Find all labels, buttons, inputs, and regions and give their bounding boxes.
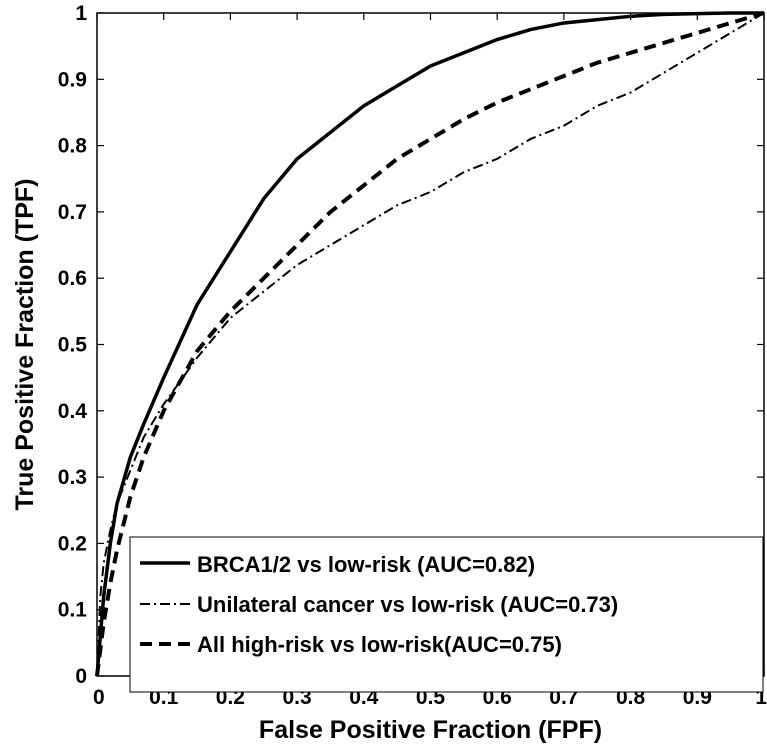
x-axis-label: False Positive Fraction (FPF) — [259, 716, 602, 744]
y-tick-label: 0.4 — [58, 400, 88, 423]
legend-label-unilateral: Unilateral cancer vs low-risk (AUC=0.73) — [197, 592, 618, 617]
series-line-unilateral — [96, 12, 765, 677]
y-tick-label: 0.9 — [58, 68, 87, 91]
y-tick-label: 0.7 — [58, 201, 87, 224]
legend: BRCA1/2 vs low-risk (AUC=0.82) Unilatera… — [129, 536, 764, 693]
y-tick-label: 1 — [75, 2, 87, 25]
y-tick-label: 0.3 — [58, 466, 87, 489]
series-line-allhighrisk — [95, 11, 765, 677]
x-tick-label: 1 — [755, 686, 767, 709]
y-tick-label: 0 — [75, 665, 87, 688]
series-lines — [95, 11, 765, 677]
y-axis-label: True Positive Fraction (TPF) — [11, 179, 39, 511]
legend-box — [129, 536, 764, 693]
legend-label-brca: BRCA1/2 vs low-risk (AUC=0.82) — [197, 552, 535, 577]
legend-label-allhighrisk: All high-risk vs low-risk(AUC=0.75) — [197, 632, 562, 657]
x-tick-label: 0 — [93, 686, 105, 709]
y-tick-label: 0.6 — [58, 267, 87, 290]
y-tick-label: 0.1 — [58, 599, 88, 622]
y-tick-label: 0.8 — [58, 135, 88, 158]
y-tick-label: 0.5 — [58, 334, 88, 357]
y-tick-label: 0.2 — [58, 532, 87, 555]
